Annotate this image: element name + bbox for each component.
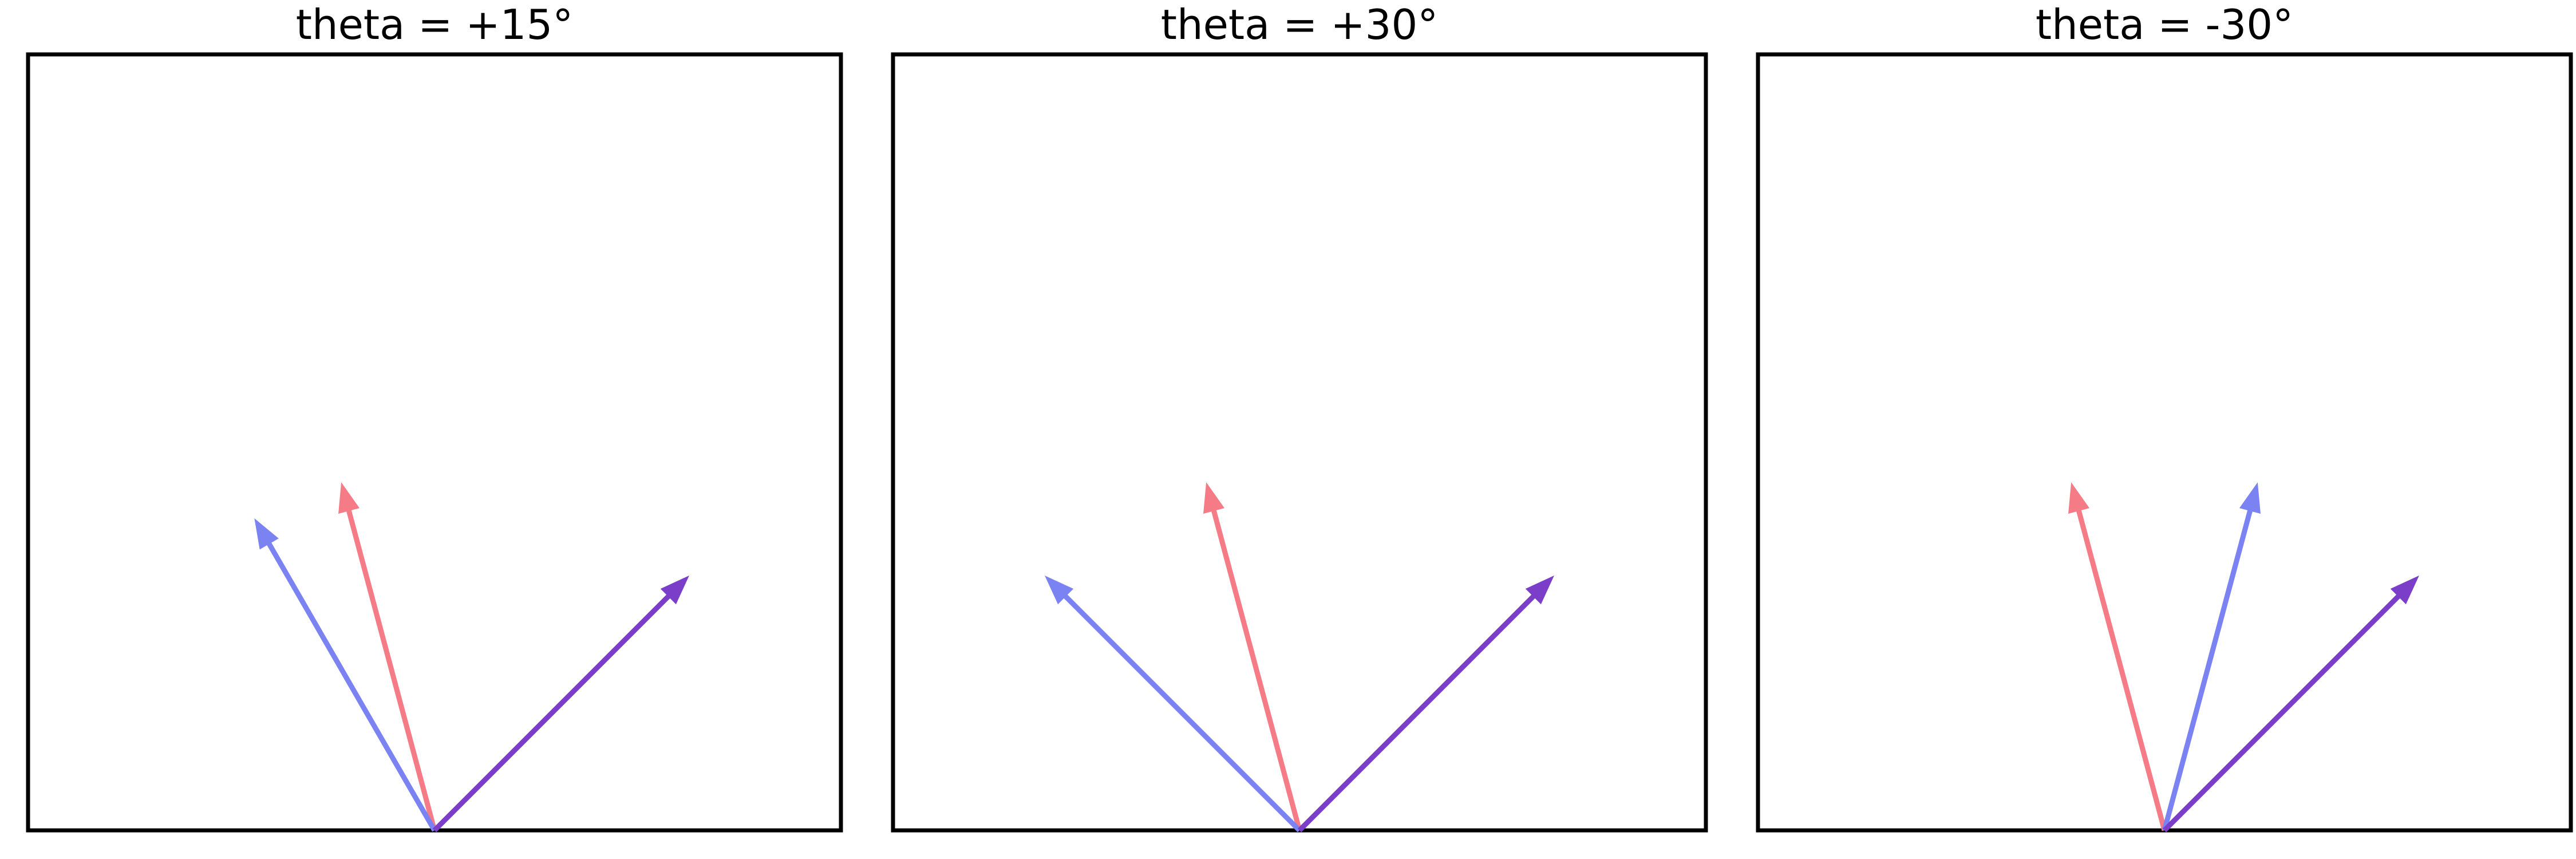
panel-title: theta = +15° (296, 1, 574, 49)
panel-title: theta = -30° (2036, 1, 2293, 49)
blue-vector (254, 518, 437, 832)
panel-1: theta = +15° (26, 1, 843, 833)
panel-frame (891, 52, 1708, 833)
panel-frame (1756, 52, 2573, 833)
panel-title: theta = +30° (1161, 1, 1439, 49)
blue-vector (2162, 482, 2261, 832)
purple-vector (1297, 575, 1555, 833)
panel-2: theta = +30° (891, 1, 1708, 833)
purple-vector (432, 575, 690, 833)
red-vector (1203, 482, 1302, 832)
purple-vector (2162, 575, 2420, 833)
red-vector (338, 482, 437, 832)
panel-3: theta = -30° (1756, 1, 2573, 833)
panel-frame (26, 52, 843, 833)
red-vector (2068, 482, 2167, 832)
blue-vector (1044, 575, 1302, 833)
